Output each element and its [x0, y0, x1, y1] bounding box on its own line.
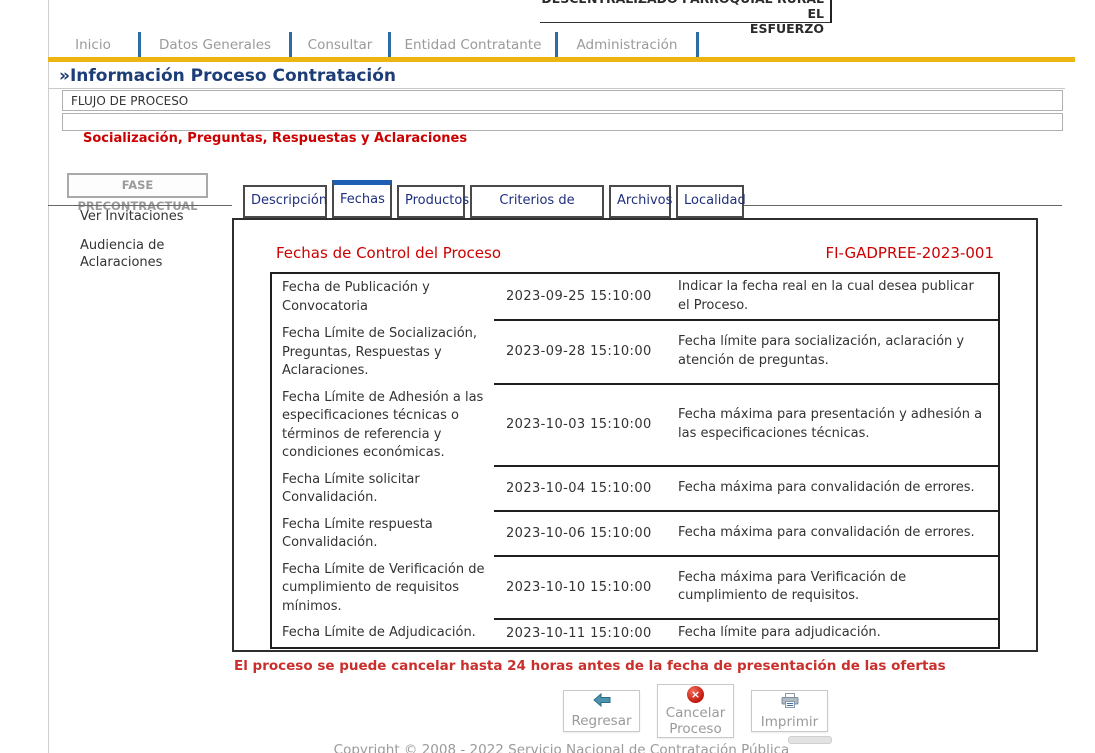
- table-row: Fecha Límite de Adhesión a las especific…: [272, 385, 998, 467]
- dates-table: Fecha de Publicación y Convocatoria 2023…: [270, 272, 1000, 649]
- process-phase-heading: Socialización, Preguntas, Respuestas y A…: [83, 131, 468, 146]
- date-value-cell: 2023-10-10 15:10:00: [506, 579, 652, 595]
- back-button[interactable]: Regresar: [563, 690, 640, 732]
- date-label-cell: Fecha Límite de Adjudicación.: [282, 625, 476, 640]
- title-rule: [48, 88, 1065, 89]
- table-row: Fecha Límite solicitar Convalidación. 20…: [272, 467, 998, 512]
- entity-name-line2: ESFUERZO: [749, 21, 824, 36]
- date-value-cell: 2023-09-25 15:10:00: [506, 289, 652, 304]
- date-label-cell: Fecha Límite solicitar Convalidación.: [282, 471, 420, 506]
- date-label-cell: Fecha Límite de Verificación de cumplimi…: [282, 561, 485, 614]
- date-description-cell: Fecha máxima para Verificación de cumpli…: [678, 569, 907, 604]
- tab-descripcion[interactable]: Descripción: [243, 185, 327, 218]
- date-label-cell: Fecha Límite de Adhesión a las especific…: [282, 389, 484, 461]
- table-row: Fecha Límite de Verificación de cumplimi…: [272, 557, 998, 620]
- table-row: Fecha Límite de Adjudicación. 2023-10-11…: [272, 620, 998, 647]
- date-value-cell: 2023-10-03 15:10:00: [506, 417, 652, 432]
- header-underline: [540, 22, 832, 23]
- date-label-cell: Fecha Límite de Socialización, Preguntas…: [282, 326, 478, 378]
- fechas-tab-panel: Fechas de Control del Proceso FI-GADPREE…: [232, 218, 1038, 652]
- date-description-cell: Indicar la fecha real en la cual desea p…: [678, 279, 974, 313]
- cancel-process-button[interactable]: × Cancelar Proceso: [657, 684, 734, 738]
- date-label-cell: Fecha Límite respuesta Convalidación.: [282, 516, 433, 551]
- nav-separator: [555, 32, 558, 58]
- header-divider-bar: [830, 0, 832, 23]
- date-description-cell: Fecha límite para socialización, aclarac…: [678, 334, 965, 368]
- date-value-cell: 2023-09-28 15:10:00: [506, 344, 652, 360]
- main-nav: Inicio Datos Generales Consultar Entidad…: [48, 32, 699, 58]
- scrollbar-thumb[interactable]: [788, 736, 832, 744]
- date-description-cell: Fecha máxima para convalidación de error…: [678, 479, 975, 495]
- nav-item-inicio[interactable]: Inicio: [75, 37, 111, 53]
- printer-icon: [781, 692, 799, 712]
- print-button-label: Imprimir: [760, 713, 819, 730]
- date-label-cell: Fecha de Publicación y Convocatoria: [282, 280, 430, 314]
- tab-localidad[interactable]: Localidad: [676, 185, 746, 218]
- nav-separator: [388, 32, 391, 58]
- nav-item-consultar[interactable]: Consultar: [307, 37, 373, 53]
- page-title: »Información Proceso Contratación: [59, 66, 397, 86]
- sidebar-link-ver-invitaciones[interactable]: Ver Invitaciones: [80, 209, 184, 224]
- process-code: FI-GADPREE-2023-001: [825, 244, 994, 262]
- table-row: Fecha de Publicación y Convocatoria 2023…: [272, 274, 998, 321]
- nav-item-entidad-contratante[interactable]: Entidad Contratante: [404, 37, 542, 53]
- table-row: Fecha Límite de Socialización, Preguntas…: [272, 321, 998, 385]
- phase-label-box: FASE PRECONTRACTUAL: [67, 173, 208, 213]
- entity-name: DESCENTRALIZADO PARROQUIAL RURAL EL ESFU…: [540, 0, 824, 36]
- nav-item-administracion[interactable]: Administración: [576, 37, 678, 53]
- table-row: Fecha Límite respuesta Convalidación. 20…: [272, 512, 998, 557]
- tab-criterios-inclusion[interactable]: Criterios de Inclusión: [470, 185, 604, 236]
- date-value-cell: 2023-10-04 15:10:00: [506, 480, 652, 496]
- entity-name-line1: DESCENTRALIZADO PARROQUIAL RURAL EL: [541, 0, 824, 21]
- print-button[interactable]: Imprimir: [751, 690, 828, 732]
- page-left-border: [48, 0, 49, 753]
- tab-fechas[interactable]: Fechas: [332, 180, 392, 218]
- cancel-x-icon: ×: [687, 685, 704, 703]
- tab-baseline-right: [744, 205, 1062, 206]
- action-buttons: Regresar × Cancelar Proceso Imprimir: [563, 684, 828, 738]
- back-button-label: Regresar: [571, 713, 632, 729]
- date-description-cell: Fecha máxima para convalidación de error…: [678, 524, 975, 540]
- back-arrow-icon: [592, 692, 611, 711]
- date-description-cell: Fecha límite para adjudicación.: [678, 625, 881, 640]
- copyright-text: Copyright © 2008 - 2022 Servicio Naciona…: [333, 742, 790, 753]
- cancel-process-button-label: Cancelar Proceso: [665, 704, 726, 737]
- collapsed-section-box: [62, 113, 1063, 131]
- date-value-cell: 2023-10-11 15:10:00: [506, 625, 652, 641]
- nav-separator: [696, 32, 699, 58]
- sidebar-link-audiencia-aclaraciones[interactable]: Audiencia de Aclaraciones: [80, 238, 165, 270]
- nav-separator: [138, 32, 141, 58]
- date-value-cell: 2023-10-06 15:10:00: [506, 525, 652, 541]
- nav-accent-bar: [48, 57, 1075, 62]
- tab-archivos[interactable]: Archivos: [609, 185, 672, 218]
- nav-separator: [289, 32, 292, 58]
- tab-productos[interactable]: Productos: [397, 185, 469, 218]
- panel-header: Fechas de Control del Proceso FI-GADPREE…: [270, 244, 1000, 262]
- dates-section-heading: Fechas de Control del Proceso: [276, 244, 502, 262]
- tab-baseline-left: [48, 205, 232, 206]
- cancel-deadline-notice: El proceso se puede cancelar hasta 24 ho…: [234, 658, 946, 674]
- process-flow-box: FLUJO DE PROCESO: [62, 90, 1063, 111]
- nav-item-datos-generales[interactable]: Datos Generales: [158, 37, 272, 53]
- tab-bar: Descripción Fechas Productos Criterios d…: [243, 180, 746, 236]
- date-description-cell: Fecha máxima para presentación y adhesió…: [678, 407, 983, 441]
